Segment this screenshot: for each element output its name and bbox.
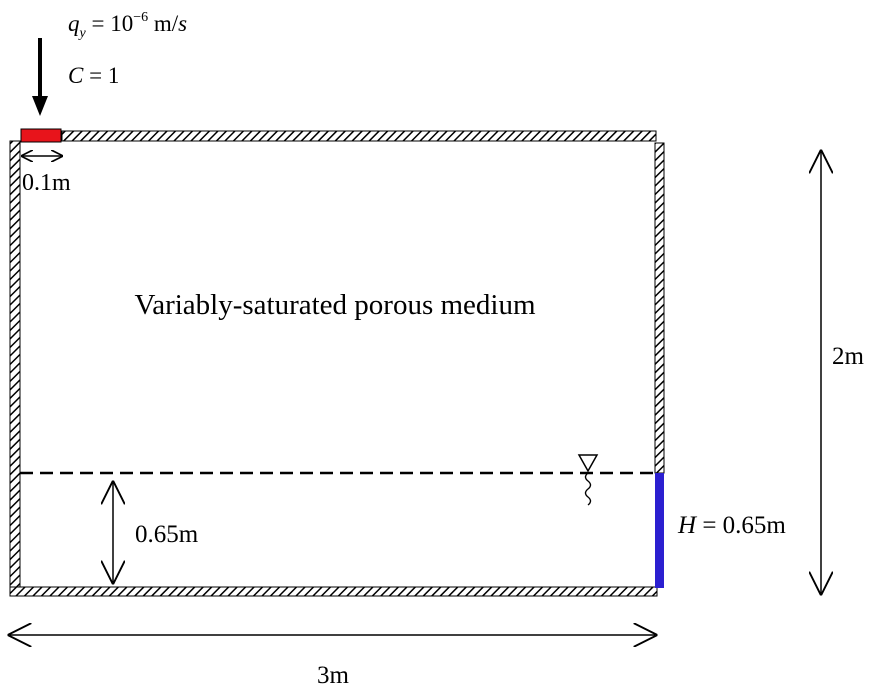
flux-exponent: −6 [133,10,148,25]
conc-symbol: C [68,63,84,88]
width-label: 3m [317,662,350,689]
inflow-segment [20,128,62,143]
inlet-width-label: 0.1m [22,170,71,196]
water-depth-label: 0.65m [135,521,199,548]
flux-label: qy = 10−6 m/s [68,10,187,41]
height-label: 2m [832,343,865,370]
inflow-arrow [32,38,48,116]
top-wall [61,130,657,142]
water-table-triangle-icon [577,454,599,506]
flux-symbol: q [68,11,80,36]
concentration-label: C = 1 [68,63,119,88]
head-label: H = 0.65m [677,512,786,539]
domain-label: Variably-saturated porous medium [134,289,536,321]
right-wall-upper [654,142,665,474]
flux-unit-m: m/ [148,11,179,36]
fixed-head-boundary [655,473,664,588]
bottom-wall [9,586,658,597]
head-symbol: H [677,512,698,539]
head-value: = 0.65m [696,512,786,539]
left-wall [9,140,21,588]
flux-unit-s: s [178,11,187,36]
flux-subscript: y [78,26,87,41]
conc-equals: = 1 [83,63,119,88]
flux-equals: = 10 [86,11,133,36]
